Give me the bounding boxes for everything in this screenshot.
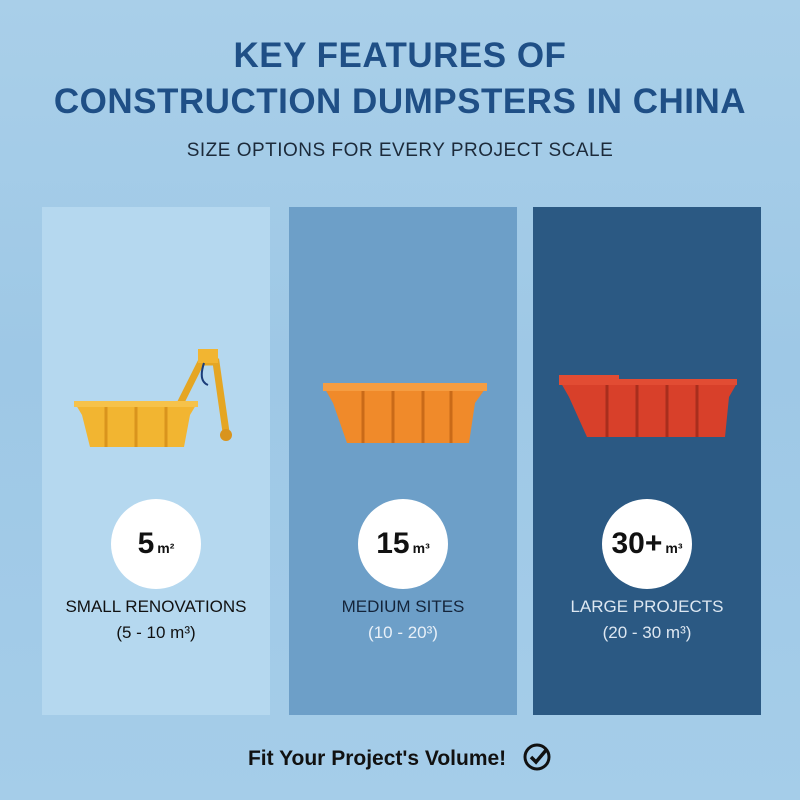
card-range: (10 - 20³) — [368, 623, 438, 642]
title-line: CONSTRUCTION DUMPSTERS IN CHINA — [53, 82, 747, 121]
size-badge: 5 m² — [111, 499, 201, 589]
size-badge: 30+ m³ — [602, 499, 692, 589]
size-badge: 15 m³ — [358, 499, 448, 589]
card-range: (20 - 30 m³) — [602, 623, 692, 642]
dumpster-icon — [323, 383, 487, 443]
footer-text: Fit Your Project's Volume! — [247, 747, 507, 770]
card-label: MEDIUM SITES — [341, 597, 465, 616]
card: 5 m² SMALL RENOVATIONS (5 - 10 m³) — [42, 207, 270, 715]
card-label: SMALL RENOVATIONS — [65, 597, 247, 616]
card-label: LARGE PROJECTS — [570, 597, 724, 616]
title-line: KEY FEATURES OF — [233, 36, 567, 75]
dumpster-icon — [74, 349, 232, 447]
card: 15 m³ MEDIUM SITES (10 - 20³) — [289, 207, 517, 715]
dumpster-icon — [559, 375, 737, 437]
footer: Fit Your Project's Volume! — [0, 742, 800, 772]
check-icon — [523, 743, 551, 771]
size-value: 30+ — [611, 527, 663, 560]
size-unit: m³ — [665, 540, 683, 556]
size-value: 15 — [376, 527, 410, 560]
size-value: 5 — [137, 527, 155, 560]
size-unit: m³ — [412, 540, 430, 556]
size-unit: m² — [157, 540, 175, 556]
card: 30+ m³ LARGE PROJECTS (20 - 30 m³) — [533, 207, 761, 715]
subtitle: SIZE OPTIONS FOR EVERY PROJECT SCALE — [186, 140, 614, 161]
card-range: (5 - 10 m³) — [116, 623, 196, 642]
